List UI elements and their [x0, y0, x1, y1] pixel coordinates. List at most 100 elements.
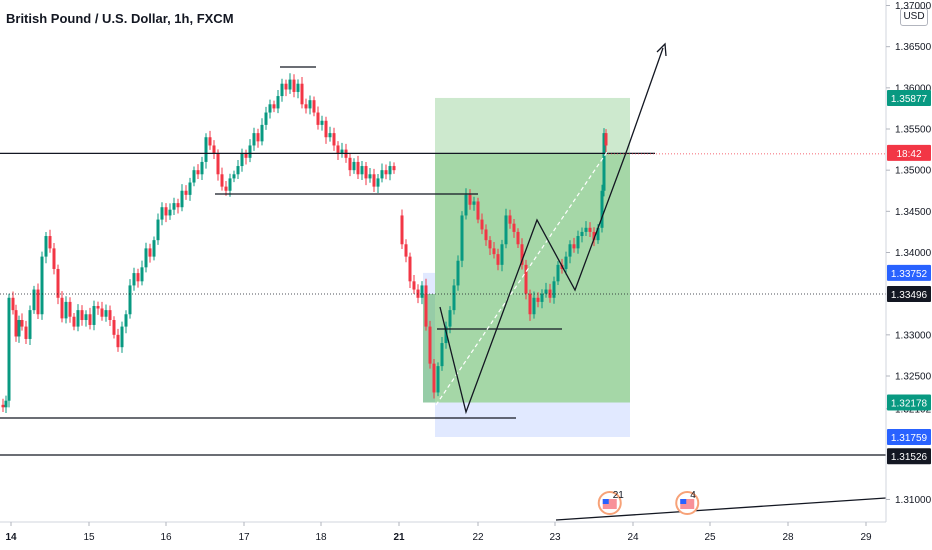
candle-body	[324, 120, 328, 138]
candle	[356, 155, 360, 179]
candle-body	[424, 285, 428, 327]
candle-body	[200, 161, 204, 175]
candle-body	[88, 314, 92, 325]
candle-body	[360, 166, 364, 175]
candle-body	[596, 227, 600, 241]
candle-body	[68, 301, 72, 317]
candle	[200, 156, 204, 180]
candle	[476, 197, 480, 224]
candle-body	[340, 149, 344, 154]
candle-body	[156, 219, 160, 241]
candle-body	[364, 166, 368, 179]
price-tag-box	[887, 394, 931, 411]
candle-body	[172, 203, 176, 210]
candle	[388, 161, 392, 181]
candle	[112, 316, 116, 339]
candle-body	[476, 201, 480, 220]
candle	[304, 98, 308, 114]
candle-body	[240, 153, 244, 167]
candle-body	[592, 231, 596, 241]
candle-body	[216, 153, 220, 175]
projection-arrow-line	[626, 47, 664, 151]
candle	[324, 116, 328, 144]
candle-body	[1, 404, 5, 408]
currency-label[interactable]: USD	[900, 8, 928, 26]
candle	[312, 96, 316, 117]
candle-body	[244, 153, 248, 158]
candle-body	[524, 264, 528, 294]
candle-body	[348, 157, 352, 171]
candle-body	[336, 145, 340, 154]
candle-body	[368, 174, 372, 179]
candle	[392, 162, 396, 174]
time-tick-label: 29	[860, 532, 872, 543]
candle-body	[588, 227, 592, 232]
candle-body	[272, 104, 276, 109]
candle-body	[280, 83, 284, 97]
candle	[48, 229, 52, 253]
candle-body	[468, 194, 472, 205]
candle-body	[188, 182, 192, 195]
candle-body	[500, 244, 504, 265]
candle	[328, 126, 332, 142]
candle-body	[568, 244, 572, 257]
candle-body	[248, 145, 252, 158]
event-markers: 21419	[597, 490, 700, 515]
candle	[44, 231, 48, 264]
candle	[104, 304, 108, 322]
candle	[468, 189, 472, 210]
candle-body	[580, 231, 584, 237]
candle-body	[556, 264, 560, 282]
price-tag-box	[887, 429, 931, 446]
target-zone-upper	[435, 97, 630, 153]
time-tick-label: 28	[782, 532, 794, 543]
candle-body	[452, 285, 456, 311]
candle	[208, 130, 212, 150]
candle-body	[384, 170, 388, 175]
candle-body	[292, 79, 296, 92]
event-marker: 21	[597, 490, 624, 515]
candle	[292, 74, 296, 98]
candle	[602, 128, 606, 197]
candle	[148, 243, 152, 263]
candle-body	[84, 314, 88, 321]
candle-body	[196, 170, 200, 175]
candle	[536, 292, 540, 308]
candle-body	[96, 306, 100, 309]
candle	[244, 149, 248, 165]
candle	[168, 203, 172, 220]
candle	[128, 279, 132, 319]
projection-path	[439, 149, 628, 415]
candle-body	[520, 244, 524, 265]
price-tag: 18:42	[887, 144, 931, 161]
candle	[248, 139, 252, 163]
price-tag-box	[887, 89, 931, 106]
candle-body	[17, 320, 21, 337]
candle-body	[536, 297, 540, 302]
time-tick-label: 21	[393, 532, 405, 543]
candle-body	[80, 310, 84, 321]
candle-body	[148, 248, 152, 257]
candle-body	[28, 310, 32, 339]
candle-body	[288, 79, 292, 90]
candle	[216, 149, 220, 181]
time-tick-label: 16	[160, 532, 172, 543]
candle	[272, 100, 276, 113]
candle	[28, 305, 32, 345]
candle	[428, 320, 432, 369]
candle	[11, 291, 15, 315]
candle-body	[464, 194, 468, 216]
candle-body	[232, 174, 236, 179]
price-tick-label: 1.35500	[895, 125, 932, 136]
candle-body	[224, 186, 228, 191]
candle	[140, 260, 144, 286]
candle	[348, 153, 352, 177]
candle	[264, 106, 268, 130]
candle	[588, 222, 592, 237]
price-tag-box	[887, 285, 931, 302]
candle-body	[176, 203, 180, 208]
candle-body	[576, 236, 580, 249]
candle	[120, 321, 124, 353]
